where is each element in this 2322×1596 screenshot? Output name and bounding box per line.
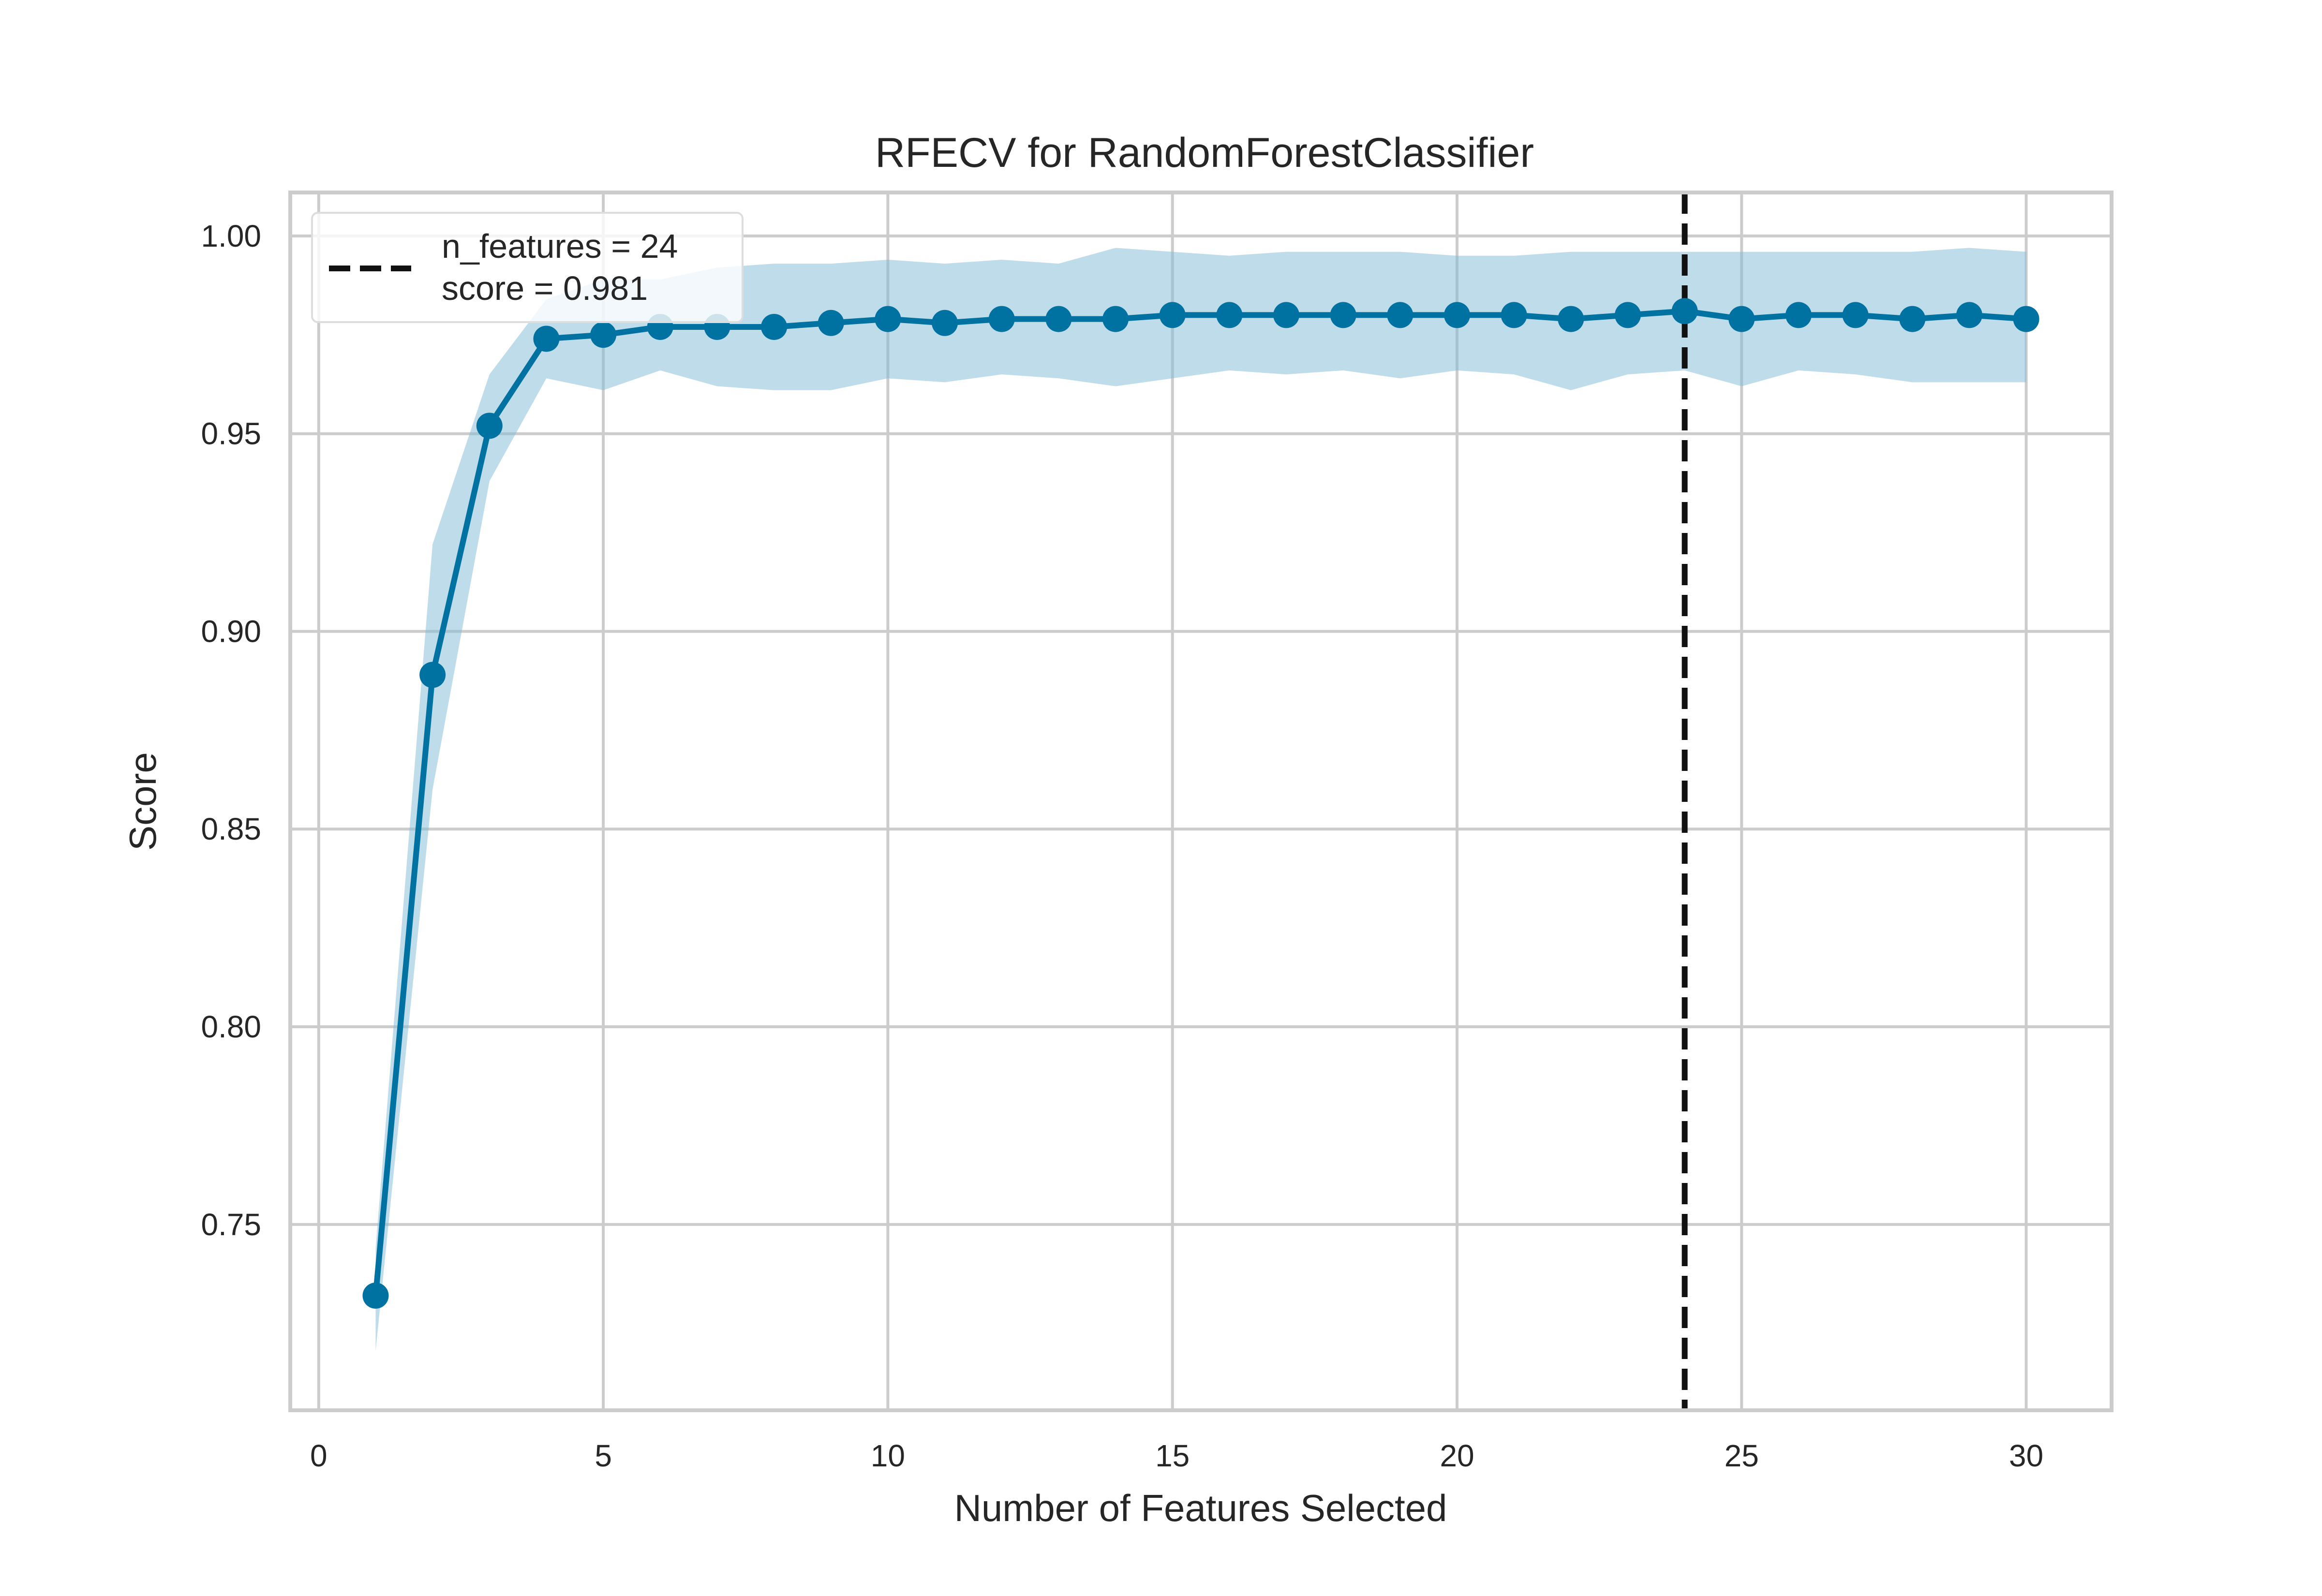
data-point — [1330, 302, 1356, 328]
y-tick-labels: 0.75 0.80 0.85 0.90 0.95 1.00 — [201, 219, 261, 1242]
data-point — [1501, 302, 1527, 328]
x-tick-label: 5 — [595, 1438, 612, 1473]
x-tick-labels: 0 5 10 15 20 25 30 — [310, 1438, 2043, 1473]
series-line-layer — [372, 308, 2026, 1296]
data-point — [1444, 302, 1470, 328]
data-point — [1728, 306, 1755, 332]
data-point — [1899, 306, 1926, 332]
x-tick-label: 30 — [2009, 1438, 2043, 1473]
data-point — [1785, 302, 1812, 328]
legend-line1: n_features = 24 — [442, 227, 678, 265]
legend-line2: score = 0.981 — [442, 269, 648, 307]
data-point — [988, 306, 1015, 332]
y-tick-label: 0.75 — [201, 1207, 261, 1242]
legend-box — [311, 212, 744, 323]
data-point — [533, 325, 560, 352]
data-point — [419, 662, 446, 688]
confidence-band-layer — [375, 248, 2026, 1351]
x-tick-label: 0 — [310, 1438, 327, 1473]
x-axis-label: Number of Features Selected — [954, 1487, 1447, 1529]
data-point — [818, 310, 844, 336]
y-tick-label: 0.80 — [201, 1009, 261, 1044]
y-tick-label: 1.00 — [201, 219, 261, 253]
chart-title: RFECV for RandomForestClassifier — [875, 130, 1534, 176]
data-point — [2013, 306, 2039, 332]
y-tick-label: 0.95 — [201, 416, 261, 451]
series-points-layer — [362, 298, 2039, 1309]
data-point — [1216, 302, 1243, 328]
x-tick-label: 10 — [871, 1438, 905, 1473]
data-point — [1159, 302, 1186, 328]
data-point — [1102, 306, 1129, 332]
data-point — [590, 322, 617, 348]
data-point — [1387, 302, 1414, 328]
data-point — [932, 310, 958, 336]
data-point — [1956, 302, 1982, 328]
data-point — [1045, 306, 1072, 332]
data-point — [1842, 302, 1869, 328]
x-tick-label: 25 — [1725, 1438, 1759, 1473]
legend: n_features = 24 score = 0.981 — [311, 212, 744, 323]
plot-frame — [288, 191, 2114, 1412]
y-axis-label: Score — [121, 752, 164, 851]
x-tick-label: 20 — [1440, 1438, 1474, 1473]
x-tick-label: 15 — [1155, 1438, 1190, 1473]
data-point — [476, 413, 503, 439]
data-point — [1671, 298, 1698, 325]
data-point — [1273, 302, 1299, 328]
data-point — [362, 1282, 389, 1309]
confidence-band — [375, 248, 2026, 1351]
data-point — [761, 313, 788, 340]
data-point — [875, 306, 901, 332]
series-line — [372, 308, 2026, 1296]
data-point — [1614, 302, 1641, 328]
data-point — [1558, 306, 1584, 332]
y-tick-label: 0.90 — [201, 614, 261, 649]
grid-lines — [290, 192, 2112, 1410]
y-tick-label: 0.85 — [201, 812, 261, 846]
